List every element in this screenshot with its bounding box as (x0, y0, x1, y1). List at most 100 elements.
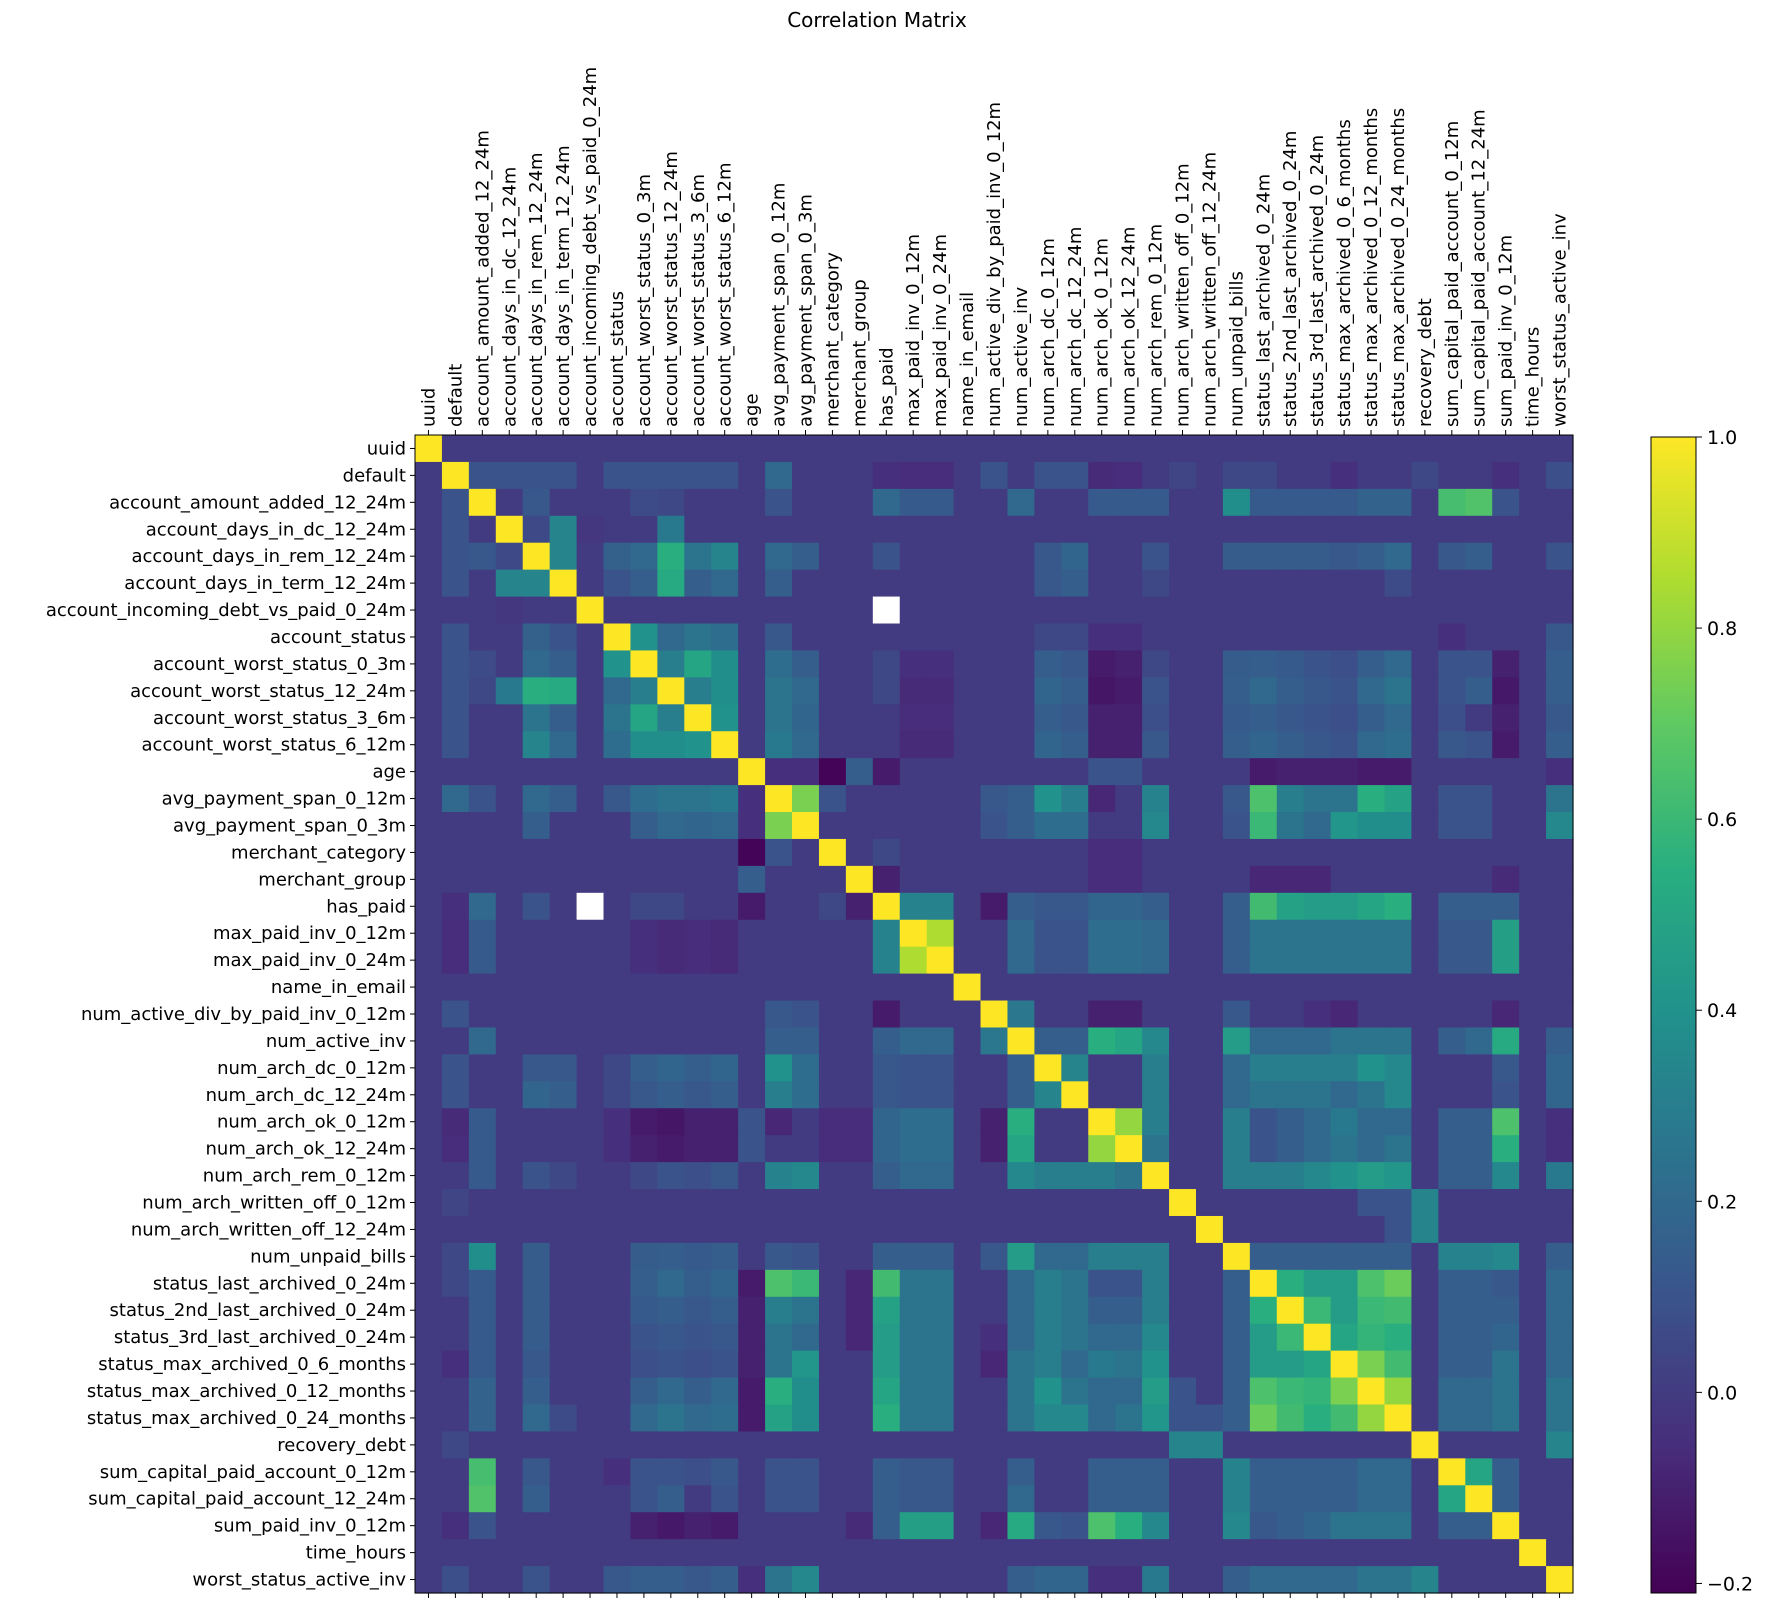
heatmap-cell (630, 1215, 658, 1244)
heatmap-cell (1142, 1000, 1170, 1029)
heatmap-cell (1034, 946, 1062, 975)
x-tick-label: num_active_div_by_paid_inv_0_12m (984, 102, 1005, 427)
heatmap-cell (818, 1108, 847, 1136)
heatmap-cell (926, 1323, 955, 1352)
heatmap-cell (899, 731, 928, 759)
heatmap-cell (576, 1081, 605, 1109)
heatmap-cell (522, 1189, 551, 1217)
heatmap-cell (441, 1485, 470, 1513)
heatmap-cell (1357, 731, 1386, 759)
heatmap-cell (1492, 515, 1520, 544)
heatmap-cell (845, 1162, 874, 1190)
colorbar-tick-label: 0.6 (1707, 809, 1737, 831)
heatmap-cell (980, 973, 1009, 1002)
heatmap-cell (1330, 677, 1359, 705)
heatmap-cell (495, 515, 524, 544)
heatmap-cell (818, 435, 847, 463)
heatmap-cell (872, 785, 901, 813)
heatmap-cell (441, 1323, 470, 1352)
heatmap-cell (415, 1404, 443, 1433)
heatmap-cell (415, 1054, 443, 1082)
heatmap-cell (765, 1027, 793, 1055)
heatmap-cell (1169, 623, 1197, 652)
heatmap-cell (576, 623, 605, 652)
heatmap-cell (1115, 1135, 1143, 1163)
heatmap-cell (1061, 892, 1089, 921)
heatmap-cell (1330, 1054, 1359, 1082)
heatmap-cell (899, 892, 928, 921)
heatmap-cell (1088, 623, 1116, 652)
heatmap-cell (1142, 919, 1170, 948)
heatmap-cell (818, 1566, 847, 1594)
heatmap-cell (1357, 919, 1386, 948)
heatmap-cell (468, 1485, 497, 1513)
heatmap-cell (657, 1081, 685, 1109)
y-tick-label: uuid (367, 438, 406, 459)
heatmap-cell (738, 1108, 766, 1136)
heatmap-cell (576, 650, 605, 678)
heatmap-cell (1546, 1269, 1574, 1298)
heatmap-cell (1222, 1108, 1251, 1136)
heatmap-cell (980, 1189, 1009, 1217)
heatmap-cell (1088, 542, 1116, 571)
heatmap-cell (522, 1512, 551, 1540)
heatmap-cell (415, 731, 443, 759)
heatmap-cell (1034, 1000, 1062, 1029)
heatmap-cell (1115, 1081, 1143, 1109)
heatmap-cell (845, 435, 874, 463)
heatmap-cell (549, 812, 578, 840)
heatmap-cell (1222, 650, 1251, 678)
heatmap-cell (1411, 704, 1439, 732)
heatmap-cell (1384, 838, 1413, 867)
heatmap-cell (468, 1296, 497, 1325)
heatmap-cell (549, 1485, 578, 1513)
heatmap-cell (792, 812, 820, 840)
heatmap-cell (549, 461, 578, 490)
heatmap-cell (1088, 1350, 1116, 1379)
heatmap-cell (818, 758, 847, 786)
heatmap-cell (522, 569, 551, 598)
heatmap-cell (1357, 1323, 1386, 1352)
heatmap-cell (872, 488, 901, 517)
heatmap-cell (1007, 1135, 1035, 1163)
heatmap-cell (415, 865, 443, 894)
heatmap-cell (1330, 1269, 1359, 1298)
y-tick-label: num_arch_dc_12_24m (206, 1085, 406, 1106)
heatmap-cell (738, 1458, 766, 1486)
heatmap-cell (1465, 1135, 1493, 1163)
heatmap-cell (899, 542, 928, 571)
heatmap-cell (845, 1054, 874, 1082)
heatmap-cell (765, 1512, 793, 1540)
heatmap-cell (441, 542, 470, 571)
heatmap-cell (1303, 1512, 1332, 1540)
heatmap-cell (576, 515, 605, 544)
heatmap-cell (765, 758, 793, 786)
heatmap-cell (1519, 812, 1547, 840)
heatmap-cell (818, 1431, 847, 1459)
heatmap-cell (1169, 1566, 1197, 1594)
heatmap-cell (765, 542, 793, 571)
heatmap-cell (1142, 758, 1170, 786)
heatmap-cell (738, 1404, 766, 1433)
heatmap-cell (953, 596, 982, 625)
heatmap-cell (1195, 1296, 1224, 1325)
heatmap-cell (1195, 569, 1224, 598)
heatmap-cell (1465, 1027, 1493, 1055)
heatmap-cell (1303, 785, 1332, 813)
heatmap-cell (684, 865, 712, 894)
heatmap-cell (953, 1054, 982, 1082)
heatmap-cell (1357, 1189, 1386, 1217)
heatmap-cell (1276, 596, 1305, 625)
heatmap-cell (441, 677, 470, 705)
heatmap-cell (684, 785, 712, 813)
heatmap-cell (1465, 838, 1493, 867)
heatmap-cell (1222, 542, 1251, 571)
heatmap-cell (818, 1296, 847, 1325)
heatmap-cell (1034, 1539, 1062, 1567)
heatmap-cell (630, 650, 658, 678)
x-tick-label: sum_capital_paid_account_12_24m (1469, 109, 1490, 427)
heatmap-cell (1195, 1458, 1224, 1486)
heatmap-cell (765, 1108, 793, 1136)
heatmap-cell (899, 1108, 928, 1136)
heatmap-cell (1438, 677, 1466, 705)
